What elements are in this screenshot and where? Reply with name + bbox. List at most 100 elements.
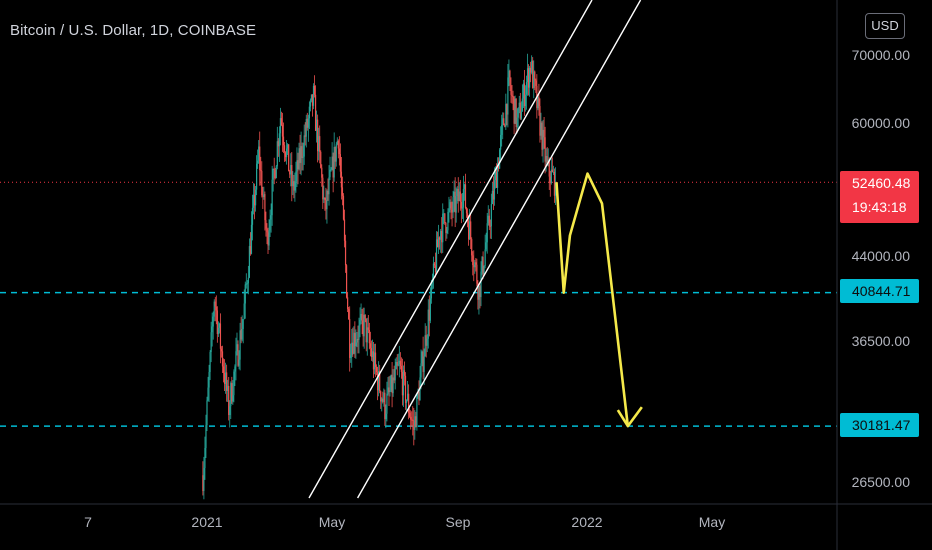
candle-body	[433, 263, 436, 266]
candle-body	[221, 351, 224, 367]
candle-body	[226, 372, 228, 391]
candle-body	[460, 201, 462, 209]
x-tick-label: Sep	[445, 514, 471, 530]
candle-body	[424, 335, 426, 357]
candle-body	[445, 223, 447, 234]
candle-body	[343, 219, 346, 241]
candle-body	[310, 94, 313, 101]
candle-body	[242, 319, 244, 329]
candle-body	[463, 184, 466, 189]
candle-body	[408, 393, 410, 413]
candle-body	[418, 391, 420, 401]
candle-body	[208, 372, 210, 388]
candle-body	[426, 338, 428, 346]
candle-body	[412, 419, 414, 421]
candle-body	[304, 135, 306, 137]
candle-body	[356, 339, 358, 343]
candle-body	[435, 239, 438, 273]
candle-body	[216, 310, 218, 334]
candle-body	[341, 187, 344, 196]
candle-body	[265, 220, 267, 229]
candle-body	[480, 271, 482, 298]
candle-body	[550, 169, 552, 184]
candle-body	[401, 371, 404, 396]
candle-body	[503, 118, 505, 126]
candle-body	[461, 207, 463, 209]
candle-body	[202, 475, 204, 491]
candle-body	[266, 228, 268, 233]
candle-body	[386, 393, 388, 414]
candle-body	[280, 118, 283, 126]
candle-body	[340, 171, 343, 188]
candle-body	[458, 191, 460, 201]
candle-body	[236, 344, 238, 352]
candle-body	[342, 195, 345, 220]
candle-body	[294, 181, 296, 191]
candle-body	[378, 370, 380, 391]
support-level-tag: 40844.71	[840, 279, 919, 303]
candle-body	[399, 360, 401, 367]
candle-body	[440, 230, 442, 240]
candle-body	[523, 83, 526, 107]
channel-lower-line	[356, 0, 642, 499]
candle-body	[533, 71, 535, 88]
candle-body	[485, 242, 487, 250]
candle-body	[283, 145, 286, 153]
candle-body	[544, 137, 546, 162]
candle-body	[300, 146, 302, 163]
candle-body	[308, 106, 310, 119]
candle-body	[400, 366, 402, 372]
candle-body	[489, 225, 491, 227]
candle-body	[494, 171, 497, 181]
candle-body	[439, 237, 441, 240]
channel-upper-line	[308, 0, 593, 499]
candle-body	[434, 265, 437, 273]
candle-body	[470, 221, 472, 240]
candle-body	[371, 351, 374, 358]
candle-body	[396, 361, 398, 366]
candle-body	[516, 117, 518, 128]
candle-body	[504, 125, 506, 127]
candle-body	[409, 412, 411, 417]
candle-body	[488, 215, 490, 226]
candle-body	[506, 104, 508, 115]
candle-body	[405, 400, 408, 403]
candle-body	[553, 171, 556, 196]
candle-body	[486, 223, 488, 243]
candle-body	[270, 215, 272, 220]
candle-body	[374, 352, 377, 367]
candle-body	[211, 326, 213, 333]
candle-body	[245, 283, 247, 285]
candle-body	[203, 468, 205, 491]
candle-body	[415, 416, 417, 427]
candle-body	[207, 387, 209, 401]
candle-body	[213, 301, 215, 317]
candle-body	[474, 262, 476, 268]
candle-body	[500, 134, 502, 150]
candle-body	[417, 391, 419, 395]
candle-body	[532, 60, 534, 88]
candle-body	[416, 394, 418, 427]
candle-body	[262, 195, 264, 197]
candle-body	[272, 168, 274, 180]
x-tick-label: May	[318, 514, 346, 530]
candle-body	[301, 146, 303, 158]
candle-body	[250, 224, 253, 254]
candle-body	[302, 156, 304, 158]
chart-title: Bitcoin / U.S. Dollar, 1D, COINBASE	[10, 22, 257, 39]
candle-body	[505, 104, 507, 127]
candle-body	[427, 309, 429, 339]
candle-body	[546, 155, 548, 164]
candle-body	[479, 286, 481, 298]
candle-body	[276, 141, 278, 167]
candle-body	[351, 342, 353, 356]
candle-body	[264, 194, 266, 221]
candle-body	[332, 156, 334, 178]
currency-selector[interactable]: USD	[865, 13, 905, 39]
candle-body	[329, 169, 331, 178]
candle-body	[542, 129, 544, 150]
candle-body	[522, 83, 525, 99]
candle-body	[530, 67, 532, 73]
candle-body	[492, 190, 495, 200]
